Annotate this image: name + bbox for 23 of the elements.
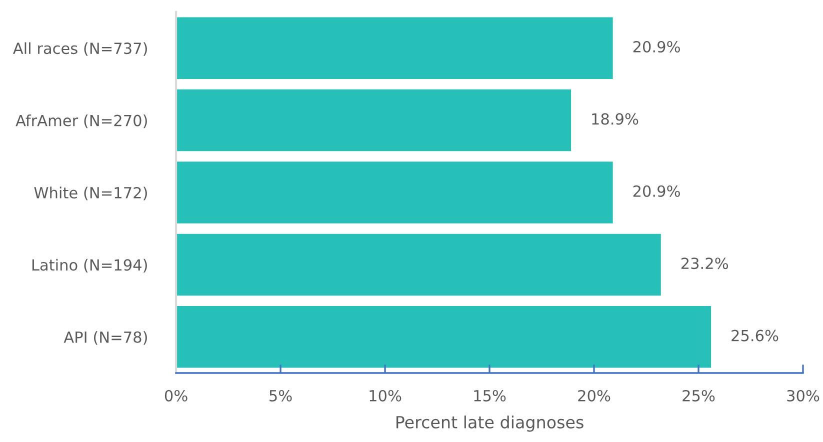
y-tick-label: White (N=172) (34, 186, 147, 200)
x-tick-label: 20% (578, 390, 610, 402)
y-tick-label: AfrAmer (N=270) (16, 114, 147, 128)
x-tick-label: 0% (164, 390, 188, 402)
y-tick-label: All races (N=737) (13, 42, 147, 56)
bar (176, 89, 572, 152)
data-label: 25.6% (732, 330, 778, 342)
data-label: 23.2% (681, 258, 728, 270)
x-tick-label: 30% (787, 390, 820, 402)
x-tick-label: 5% (270, 390, 292, 402)
x-tick-label: 25% (682, 390, 715, 402)
data-label: 20.9% (633, 40, 680, 53)
x-axis-title: Percent late diagnoses (396, 416, 584, 432)
y-tick-label: Latino (N=194) (32, 258, 147, 273)
bar (176, 234, 661, 296)
bar (176, 162, 613, 224)
y-tick-label: API (N=78) (64, 331, 147, 345)
bar (176, 17, 613, 79)
data-label: 18.9% (592, 113, 638, 125)
bar (176, 306, 712, 368)
x-tick-label: 10% (370, 390, 402, 402)
data-label: 20.9% (633, 185, 680, 197)
x-tick-label: 15% (474, 390, 506, 402)
